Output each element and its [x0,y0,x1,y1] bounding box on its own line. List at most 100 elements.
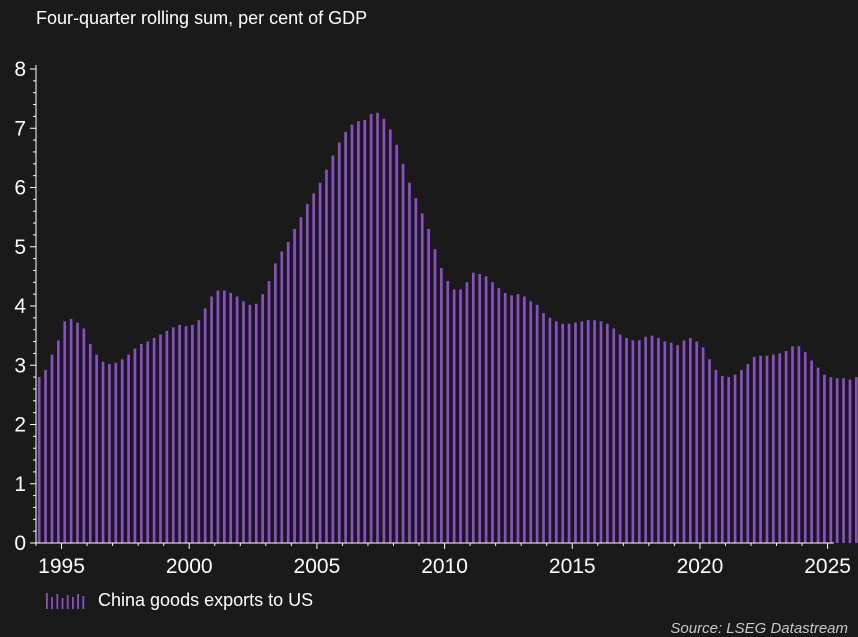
chart-subtitle: Four-quarter rolling sum, per cent of GD… [36,8,368,28]
bar [274,263,277,543]
bar [765,355,769,543]
bar [178,324,181,543]
bar [542,313,545,543]
y-tick-label: 8 [14,58,26,81]
bar [120,359,124,543]
y-tick-label: 0 [14,532,26,555]
bar [637,340,641,543]
y-tick-label: 2 [14,414,26,437]
bar [510,295,513,543]
bar [733,374,737,543]
bar [216,290,220,543]
bar [465,282,469,543]
bar [503,292,507,543]
bar [772,354,775,543]
bar [593,320,596,543]
bar [644,336,648,543]
x-tick-label: 2005 [294,555,341,578]
bar [229,292,233,543]
legend-swatch [46,592,85,609]
bar [414,198,418,543]
bar [708,359,711,543]
bar [612,328,616,543]
bar [523,296,526,543]
bar [222,290,226,543]
bar [382,118,386,544]
legend-label: China goods exports to US [98,590,314,610]
bar [599,321,603,543]
legend-bar [56,593,59,609]
bar [759,355,762,543]
bar [797,346,801,543]
bar [420,213,424,543]
bar [682,340,686,543]
y-tick-label: 4 [14,295,26,318]
legend-bar [77,593,79,609]
bar [803,352,807,543]
bar [146,341,150,543]
bar [497,288,501,543]
bar [152,338,156,543]
bar [344,131,347,544]
bar [280,251,284,544]
bar [631,340,635,543]
bar [267,281,271,543]
bar [114,362,118,543]
bar [727,377,730,543]
bar [752,356,756,543]
bar [657,338,660,543]
bar [842,378,845,543]
bar [650,335,654,544]
bar [88,343,92,543]
legend-bar [82,595,85,609]
bar [159,334,162,543]
bar [408,182,411,543]
bar [95,354,98,543]
bar [746,364,750,543]
axes-group: 0 1 2 3 4 5 6 7 8 1995 2000 2005 2010 2015 2020 2025 [14,58,851,578]
bar [625,338,628,543]
bar [529,301,533,543]
bar [254,303,258,543]
bar [689,338,692,543]
bar [242,301,245,543]
legend-bar [51,596,53,609]
bar [720,375,724,543]
bars-group [37,112,858,544]
legend-bar [61,597,64,609]
bar [133,348,137,543]
bar [44,369,47,543]
bar [108,364,111,543]
x-tick-label: 1995 [38,555,85,578]
x-tick-label: 2015 [549,555,596,578]
bar [140,343,143,543]
bar [76,322,79,543]
bar [299,217,303,544]
bar [561,323,565,543]
bar [101,361,105,543]
bar [331,155,335,543]
bar [829,377,833,543]
bar [82,328,86,543]
bar [606,323,609,543]
bar [57,340,60,543]
bar [337,142,341,543]
legend-bar [46,592,48,609]
bar [835,378,839,543]
bar [567,323,571,543]
bar [388,129,392,543]
legend-bar [72,596,74,609]
bar [855,377,858,543]
bar [548,317,552,543]
bar [350,124,354,543]
bar [740,369,743,543]
bar [586,320,590,543]
bar [197,320,201,543]
source-note: Source: LSEG Datastream [670,620,848,637]
bar [618,334,622,543]
bar [695,341,699,543]
bar [574,322,577,543]
bar [401,163,405,544]
bar [701,347,705,543]
